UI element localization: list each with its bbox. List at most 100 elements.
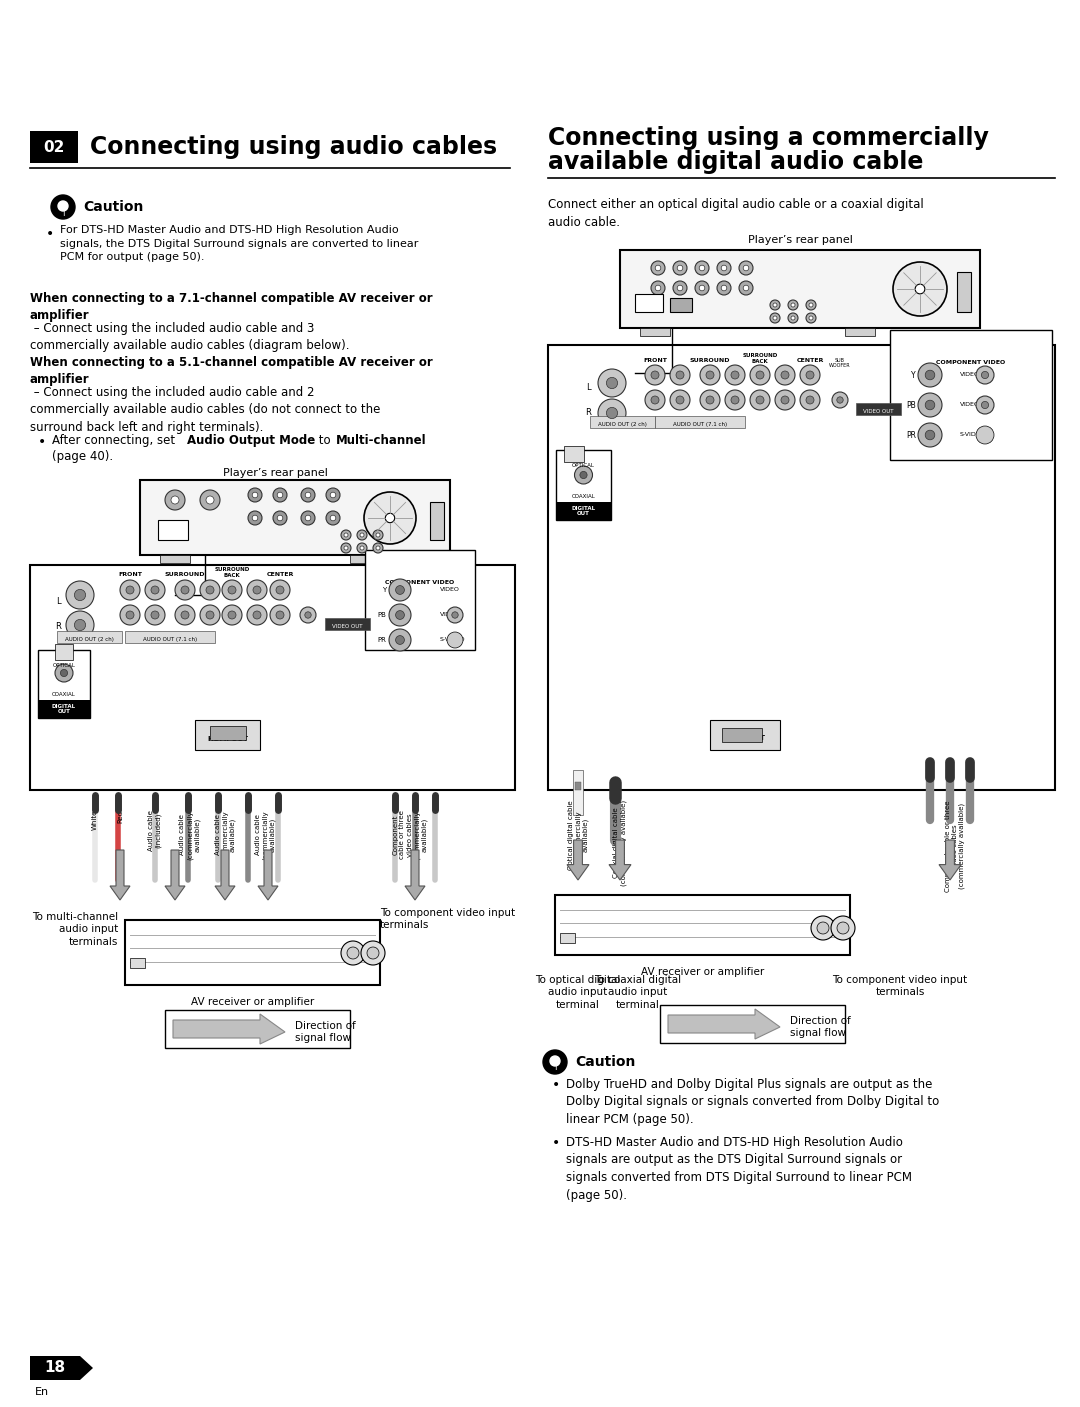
Text: AV receiver or amplifier: AV receiver or amplifier (191, 998, 314, 1007)
Circle shape (66, 611, 94, 639)
Text: SURROUND
BACK: SURROUND BACK (742, 353, 778, 364)
Circle shape (673, 281, 687, 295)
Circle shape (645, 364, 665, 386)
Text: L: L (56, 597, 60, 606)
FancyBboxPatch shape (365, 550, 475, 650)
Text: VIDEO: VIDEO (960, 371, 980, 377)
Bar (640, 328, 670, 336)
Circle shape (806, 312, 816, 324)
Circle shape (575, 466, 593, 484)
FancyBboxPatch shape (140, 480, 450, 554)
Text: COMPONENT VIDEO: COMPONENT VIDEO (386, 580, 455, 585)
Circle shape (345, 533, 348, 537)
Text: L: L (585, 383, 591, 393)
Circle shape (832, 393, 848, 408)
Circle shape (253, 611, 261, 619)
Text: SURROUND: SURROUND (165, 573, 205, 577)
FancyBboxPatch shape (30, 566, 515, 789)
Bar (845, 328, 875, 336)
Circle shape (926, 431, 935, 440)
Circle shape (775, 364, 795, 386)
Circle shape (580, 471, 588, 478)
Text: R: R (585, 408, 591, 416)
Circle shape (696, 262, 708, 274)
Circle shape (55, 664, 73, 682)
Circle shape (273, 511, 287, 525)
Circle shape (656, 286, 661, 291)
Text: DIGITAL
OUT: DIGITAL OUT (571, 505, 595, 516)
Circle shape (175, 605, 195, 625)
Text: Direction of
signal flow: Direction of signal flow (295, 1021, 355, 1043)
Circle shape (276, 585, 284, 594)
Text: For DTS-HD Master Audio and DTS-HD High Resolution Audio
signals, the DTS Digita: For DTS-HD Master Audio and DTS-HD High … (60, 225, 418, 262)
Text: AUDIO OUT (2 ch): AUDIO OUT (2 ch) (597, 422, 647, 426)
Circle shape (126, 585, 134, 594)
Circle shape (253, 515, 258, 521)
Circle shape (373, 530, 383, 540)
Circle shape (341, 941, 365, 965)
Circle shape (330, 492, 336, 498)
Circle shape (376, 546, 380, 550)
Text: S-VIDEO: S-VIDEO (960, 432, 986, 438)
Circle shape (447, 606, 463, 623)
Text: DTS-HD Master Audio and DTS-HD High Resolution Audio
signals are output as the D: DTS-HD Master Audio and DTS-HD High Reso… (566, 1135, 912, 1202)
Circle shape (550, 1057, 561, 1067)
Text: Coaxial digital cable
(commercially available): Coaxial digital cable (commercially avai… (613, 801, 626, 886)
Circle shape (247, 580, 267, 599)
Circle shape (773, 317, 777, 319)
Circle shape (206, 611, 214, 619)
Circle shape (721, 265, 727, 270)
Text: PR: PR (377, 637, 386, 643)
Bar (158, 521, 188, 540)
Text: Audio cable
(commercially
available): Audio cable (commercially available) (215, 810, 235, 860)
Text: Multi-channel: Multi-channel (336, 433, 427, 447)
Text: Audio Output Mode: Audio Output Mode (187, 433, 315, 447)
Circle shape (248, 511, 262, 525)
Circle shape (982, 401, 988, 408)
Circle shape (816, 922, 829, 934)
Text: SUB
WOOFER: SUB WOOFER (829, 357, 851, 369)
Circle shape (918, 363, 942, 387)
Text: To component video input
terminals: To component video input terminals (833, 975, 968, 998)
Bar (856, 402, 901, 415)
Bar (670, 298, 692, 312)
Circle shape (364, 492, 416, 545)
Circle shape (171, 497, 179, 504)
Text: Optical digital cable
(commercially
available): Optical digital cable (commercially avai… (567, 801, 589, 870)
Circle shape (915, 284, 924, 294)
Circle shape (756, 395, 764, 404)
Text: COAXIAL: COAXIAL (571, 494, 595, 499)
Text: R: R (55, 622, 60, 630)
Circle shape (228, 611, 237, 619)
Circle shape (770, 312, 780, 324)
Circle shape (60, 670, 68, 677)
Text: Player’s rear panel: Player’s rear panel (747, 235, 852, 245)
Circle shape (278, 515, 283, 521)
Bar (575, 782, 581, 789)
Circle shape (120, 580, 140, 599)
Circle shape (248, 488, 262, 502)
Circle shape (651, 262, 665, 274)
Circle shape (126, 611, 134, 619)
Text: Y: Y (381, 587, 386, 592)
FancyBboxPatch shape (710, 720, 780, 750)
Circle shape (656, 265, 661, 270)
Circle shape (543, 1050, 567, 1074)
Circle shape (247, 605, 267, 625)
Circle shape (145, 605, 165, 625)
Circle shape (175, 580, 195, 599)
Circle shape (151, 611, 159, 619)
Text: OPTICAL: OPTICAL (572, 463, 595, 469)
Bar (55, 644, 73, 660)
Circle shape (200, 580, 220, 599)
Circle shape (926, 400, 935, 409)
Circle shape (976, 366, 994, 384)
Circle shape (725, 390, 745, 409)
Text: •: • (38, 435, 46, 449)
Circle shape (598, 400, 626, 426)
Circle shape (181, 585, 189, 594)
Text: VIDEO OUT: VIDEO OUT (863, 409, 893, 414)
Text: AUDIO OUT (2 ch): AUDIO OUT (2 ch) (65, 637, 113, 642)
Text: VIDEO: VIDEO (440, 587, 460, 592)
Circle shape (306, 492, 311, 498)
